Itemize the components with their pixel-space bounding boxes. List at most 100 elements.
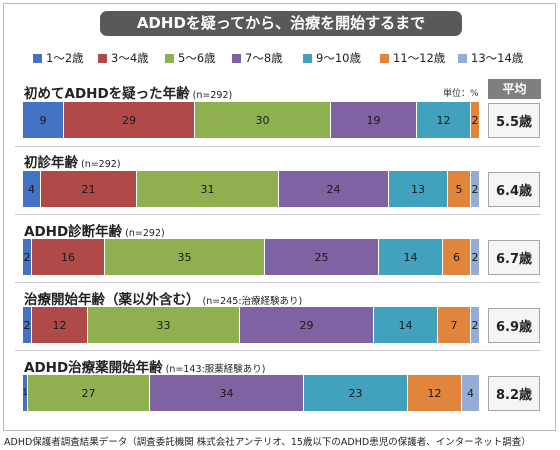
- legend-item: 7〜8歳: [232, 50, 283, 66]
- average-value: 6.7歳: [488, 240, 540, 275]
- bar-segment: 4: [23, 171, 41, 207]
- segment-value-label: 12: [427, 386, 442, 400]
- row-label: 初診年齢: [24, 155, 78, 171]
- bar-segment: 12: [417, 102, 471, 138]
- segment-value-label: 19: [366, 113, 381, 127]
- legend-swatch: [98, 54, 107, 63]
- bar-segment: 24: [279, 171, 389, 207]
- segment-value-label: 2: [471, 182, 479, 196]
- row-divider: [15, 282, 540, 283]
- bar-segment: 6: [443, 239, 471, 275]
- row-sample-size: (n=292): [81, 159, 121, 170]
- bar-segment: 21: [41, 171, 137, 207]
- row-sample-size: (n=292): [192, 90, 233, 101]
- segment-value-label: 2: [471, 318, 479, 332]
- row-title: 初診年齢 (n=292): [24, 151, 121, 171]
- row-label: 治療開始年齢（薬以外含む）: [24, 292, 200, 308]
- segment-value-label: 27: [81, 386, 96, 400]
- source-footer: ADHD保護者調査結果データ（調査委託機関 株式会社アンテリオ、15歳以下のAD…: [4, 437, 531, 448]
- legend-label: 5〜6歳: [178, 51, 216, 65]
- bar-segment: 27: [28, 375, 150, 411]
- legend-item: 3〜4歳: [98, 50, 149, 66]
- bar-segment: 2: [471, 171, 480, 207]
- bar-segment: 23: [304, 375, 408, 411]
- bar-segment: 2: [23, 307, 32, 343]
- segment-value-label: 4: [467, 386, 474, 400]
- legend-item: 9〜10歳: [303, 50, 361, 66]
- row-sample-size: (n=292): [125, 228, 165, 239]
- stacked-bar: 2 16 35 25 14 6 2: [23, 239, 480, 275]
- bar-segment: 2: [471, 239, 480, 275]
- chart-legend: 1〜2歳 3〜4歳 5〜6歳 7〜8歳 9〜10歳 11〜12歳 13〜14歳: [0, 50, 560, 66]
- average-value: 6.9歳: [488, 308, 540, 343]
- legend-swatch: [380, 54, 389, 63]
- unit-label: 単位：%: [443, 89, 479, 99]
- segment-value-label: 7: [450, 318, 458, 332]
- legend-item: 11〜12歳: [380, 50, 445, 66]
- bar-segment: 30: [195, 102, 331, 138]
- legend-item: 1〜2歳: [33, 50, 84, 66]
- segment-value-label: 12: [436, 113, 451, 127]
- bar-segment: 2: [471, 102, 480, 138]
- stacked-bar: 4 21 31 24 13 5 2: [23, 171, 480, 207]
- segment-value-label: 24: [326, 182, 341, 196]
- segment-value-label: 29: [299, 318, 314, 332]
- bar-segment: 34: [150, 375, 304, 411]
- bar-segment: 5: [448, 171, 471, 207]
- segment-value-label: 13: [411, 182, 425, 196]
- legend-item: 13〜14歳: [458, 50, 523, 66]
- average-value: 6.4歳: [488, 172, 540, 207]
- legend-swatch: [33, 54, 42, 63]
- bar-segment: 14: [379, 239, 443, 275]
- bar-segment: 35: [105, 239, 265, 275]
- bar-segment: 12: [32, 307, 88, 343]
- row-divider: [15, 146, 540, 147]
- legend-label: 1〜2歳: [46, 51, 84, 65]
- row-divider: [15, 350, 540, 351]
- segment-value-label: 29: [122, 113, 136, 127]
- legend-item: 5〜6歳: [165, 50, 216, 66]
- row-title: ADHD治療薬開始年齢 (n=143:服薬経験あり): [24, 356, 265, 376]
- average-value: 8.2歳: [488, 376, 540, 411]
- segment-value-label: 23: [348, 386, 363, 400]
- segment-value-label: 6: [453, 250, 460, 264]
- segment-value-label: 2: [23, 318, 31, 332]
- bar-segment: 33: [88, 307, 240, 343]
- bar-segment: 4: [462, 375, 480, 411]
- segment-value-label: 2: [471, 113, 479, 127]
- stacked-bar: 9 29 30 19 12 2: [23, 102, 480, 138]
- stacked-bar: 1 27 34 23 12 4: [22, 375, 480, 411]
- row-label: 初めてADHDを疑った年齢: [24, 86, 190, 102]
- legend-swatch: [458, 54, 467, 63]
- legend-label: 13〜14歳: [471, 51, 524, 65]
- segment-value-label: 14: [398, 318, 413, 332]
- bar-segment: 25: [265, 239, 379, 275]
- average-header: 平均: [488, 79, 541, 99]
- average-value: 5.5歳: [488, 103, 540, 138]
- row-label: ADHD診断年齢: [24, 224, 123, 240]
- segment-value-label: 12: [52, 318, 67, 332]
- segment-value-label: 1: [22, 388, 28, 398]
- segment-value-label: 5: [455, 182, 463, 196]
- row-sample-size: (n=245:治療経験あり): [202, 296, 303, 307]
- row-label: ADHD治療薬開始年齢: [24, 360, 163, 376]
- bar-segment: 19: [331, 102, 417, 138]
- bar-segment: 12: [408, 375, 462, 411]
- legend-swatch: [165, 54, 174, 63]
- bar-segment: 14: [374, 307, 438, 343]
- segment-value-label: 4: [28, 182, 35, 196]
- bar-segment: 7: [438, 307, 471, 343]
- legend-label: 3〜4歳: [111, 51, 149, 65]
- bar-segment: 1: [22, 375, 28, 411]
- legend-label: 11〜12歳: [393, 51, 446, 65]
- chart-frame: [3, 3, 556, 431]
- bar-segment: 29: [64, 102, 195, 138]
- segment-value-label: 25: [314, 250, 329, 264]
- bar-segment: 2: [471, 307, 480, 343]
- row-title: 治療開始年齢（薬以外含む） (n=245:治療経験あり): [24, 288, 302, 308]
- bar-segment: 16: [32, 239, 105, 275]
- row-divider: [15, 214, 540, 215]
- row-title: ADHD診断年齢 (n=292): [24, 220, 165, 240]
- legend-label: 7〜8歳: [245, 51, 283, 65]
- legend-label: 9〜10歳: [316, 51, 361, 65]
